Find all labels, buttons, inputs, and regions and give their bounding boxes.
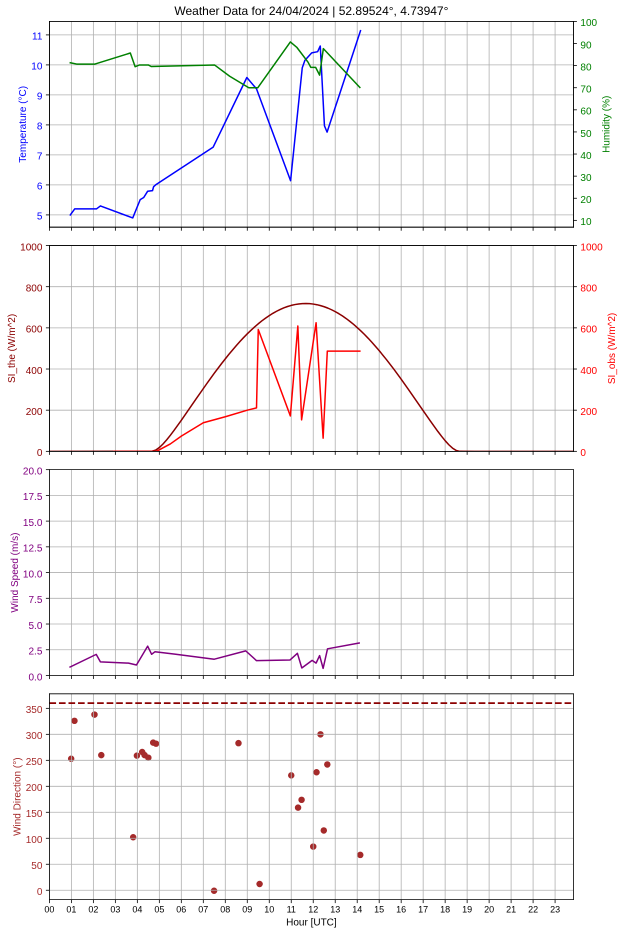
svg-text:10: 10: [580, 217, 592, 228]
svg-text:Weather Data for 24/04/2024 |: Weather Data for 24/04/2024 | 52.89524°,…: [174, 4, 448, 18]
svg-text:Temperature (°C): Temperature (°C): [18, 86, 29, 163]
svg-text:16: 16: [396, 905, 406, 915]
svg-text:40: 40: [580, 151, 592, 162]
svg-text:11: 11: [287, 905, 296, 915]
svg-text:10: 10: [264, 905, 274, 915]
svg-text:03: 03: [110, 905, 120, 915]
svg-text:7: 7: [37, 152, 43, 163]
svg-text:04: 04: [132, 905, 142, 915]
svg-text:350: 350: [26, 705, 43, 716]
svg-text:10.0: 10.0: [23, 569, 43, 580]
svg-text:0: 0: [37, 448, 43, 459]
svg-text:1000: 1000: [580, 242, 603, 253]
svg-text:SI_obs (W/m^2): SI_obs (W/m^2): [607, 313, 618, 384]
svg-text:90: 90: [580, 40, 592, 51]
svg-text:800: 800: [26, 284, 43, 295]
svg-text:20.0: 20.0: [23, 466, 43, 477]
svg-text:200: 200: [580, 407, 597, 418]
svg-text:00: 00: [44, 905, 54, 915]
svg-text:10: 10: [31, 62, 43, 73]
svg-text:09: 09: [242, 905, 252, 915]
svg-text:5: 5: [37, 212, 43, 223]
svg-text:1000: 1000: [20, 242, 43, 253]
svg-text:0: 0: [580, 448, 586, 459]
svg-text:01: 01: [66, 905, 76, 915]
svg-text:18: 18: [440, 905, 450, 915]
svg-text:800: 800: [580, 284, 597, 295]
svg-text:60: 60: [580, 107, 592, 118]
svg-text:20: 20: [580, 195, 592, 206]
svg-text:100: 100: [26, 835, 43, 846]
svg-text:600: 600: [580, 325, 597, 336]
svg-text:0.0: 0.0: [28, 672, 42, 683]
svg-text:Wind Direction (°): Wind Direction (°): [13, 757, 24, 835]
svg-text:70: 70: [580, 85, 592, 96]
svg-text:9: 9: [37, 92, 43, 103]
svg-text:20: 20: [484, 905, 494, 915]
svg-text:21: 21: [506, 905, 516, 915]
svg-text:14: 14: [352, 905, 362, 915]
svg-text:19: 19: [462, 905, 472, 915]
svg-text:06: 06: [176, 905, 186, 915]
svg-text:150: 150: [26, 809, 43, 820]
svg-text:80: 80: [580, 62, 592, 73]
svg-text:8: 8: [37, 122, 43, 133]
svg-text:17: 17: [418, 905, 428, 915]
svg-text:17.5: 17.5: [23, 492, 43, 503]
svg-text:50: 50: [580, 129, 592, 140]
svg-text:7.5: 7.5: [28, 595, 42, 606]
svg-text:0: 0: [37, 887, 43, 898]
svg-text:08: 08: [220, 905, 230, 915]
svg-text:600: 600: [26, 325, 43, 336]
svg-text:Wind Speed (m/s): Wind Speed (m/s): [10, 533, 21, 613]
svg-text:5.0: 5.0: [28, 621, 42, 632]
svg-text:11: 11: [32, 32, 43, 43]
svg-text:50: 50: [31, 861, 43, 872]
svg-text:23: 23: [550, 905, 560, 915]
svg-text:02: 02: [88, 905, 98, 915]
svg-text:13: 13: [330, 905, 340, 915]
svg-text:22: 22: [528, 905, 538, 915]
svg-text:Humidity (%): Humidity (%): [601, 96, 612, 153]
svg-text:100: 100: [580, 18, 597, 29]
svg-text:250: 250: [26, 757, 43, 768]
svg-text:200: 200: [26, 407, 43, 418]
svg-text:2.5: 2.5: [28, 647, 42, 658]
svg-text:400: 400: [26, 366, 43, 377]
svg-text:6: 6: [37, 182, 43, 193]
svg-text:12: 12: [308, 905, 318, 915]
svg-text:05: 05: [154, 905, 164, 915]
svg-text:200: 200: [26, 783, 43, 794]
svg-text:300: 300: [26, 731, 43, 742]
svg-text:Hour [UTC]: Hour [UTC]: [286, 918, 337, 929]
svg-text:400: 400: [580, 366, 597, 377]
svg-text:12.5: 12.5: [23, 544, 43, 555]
svg-text:30: 30: [580, 173, 592, 184]
svg-text:15.0: 15.0: [23, 518, 43, 529]
svg-text:SI_the (W/m^2): SI_the (W/m^2): [7, 314, 18, 383]
svg-text:15: 15: [374, 905, 384, 915]
svg-text:07: 07: [198, 905, 208, 915]
